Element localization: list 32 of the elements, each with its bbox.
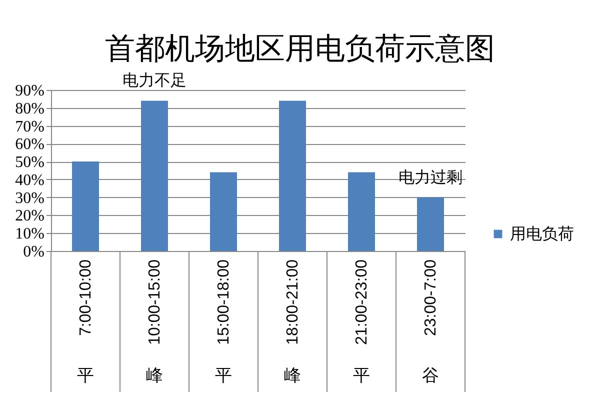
bar [348, 172, 375, 251]
x-tick-label: 15:00-18:00 [216, 259, 232, 345]
y-tick-label: 20% [15, 208, 44, 225]
chart-title: 首都机场地区用电负荷示意图 [105, 32, 495, 66]
y-tick-label: 60% [15, 136, 44, 154]
annotation: 电力不足 [122, 72, 186, 90]
text: 峰 [284, 366, 301, 385]
x-tick-label: 21:00-23:00 [354, 259, 370, 345]
bar [279, 100, 306, 251]
x-tick-label: 10:00-15:00 [146, 259, 164, 345]
y-tick-label: 40% [15, 172, 44, 189]
x-tick-label: 18:00-21:00 [284, 259, 302, 345]
y-tick-label: 70% [15, 118, 44, 136]
bar [72, 162, 99, 251]
y-tick-label: 80% [15, 100, 44, 118]
text: 平 [77, 366, 94, 385]
text: 峰 [146, 366, 163, 385]
bar [417, 197, 444, 251]
annotation: 电力过剩 [398, 168, 462, 186]
y-tick-label: 50% [15, 154, 44, 172]
y-tick-label: 30% [15, 190, 44, 207]
x-tick-label: 7:00-10:00 [78, 259, 94, 336]
text: 平 [215, 366, 232, 385]
y-tick-label: 0% [23, 244, 44, 260]
bar [141, 100, 168, 251]
x-tick-label: 23:00-7:00 [422, 259, 440, 336]
y-tick-label: 10% [15, 226, 44, 243]
text: 平 [353, 366, 370, 385]
text: 谷 [422, 366, 439, 385]
legend-label: 用电负荷 [510, 225, 574, 243]
bar [210, 172, 237, 251]
y-tick-label: 90% [15, 82, 44, 100]
